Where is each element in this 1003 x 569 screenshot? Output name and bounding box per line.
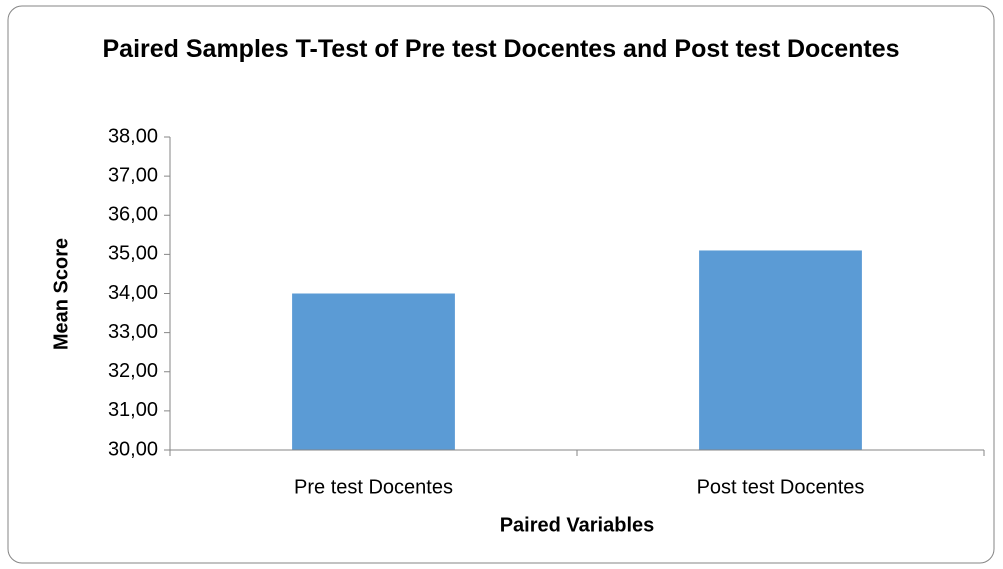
y-tick-label: 35,00	[108, 243, 158, 265]
x-tick-label: Post test Docentes	[697, 476, 865, 498]
y-axis-label: Mean Score	[50, 238, 72, 350]
chart-title: Paired Samples T-Test of Pre test Docent…	[102, 35, 900, 63]
y-tick-label: 30,00	[108, 438, 158, 460]
x-axis-label: Paired Variables	[500, 514, 655, 536]
y-tick-label: 31,00	[108, 399, 158, 421]
y-tick-label: 36,00	[108, 204, 158, 226]
y-tick-label: 37,00	[108, 164, 158, 186]
bar	[699, 250, 862, 450]
y-tick-label: 38,00	[108, 125, 158, 147]
y-tick-label: 32,00	[108, 360, 158, 382]
x-tick-label: Pre test Docentes	[294, 476, 453, 498]
y-tick-label: 34,00	[108, 282, 158, 304]
bar	[292, 293, 455, 450]
y-tick-label: 33,00	[108, 321, 158, 343]
